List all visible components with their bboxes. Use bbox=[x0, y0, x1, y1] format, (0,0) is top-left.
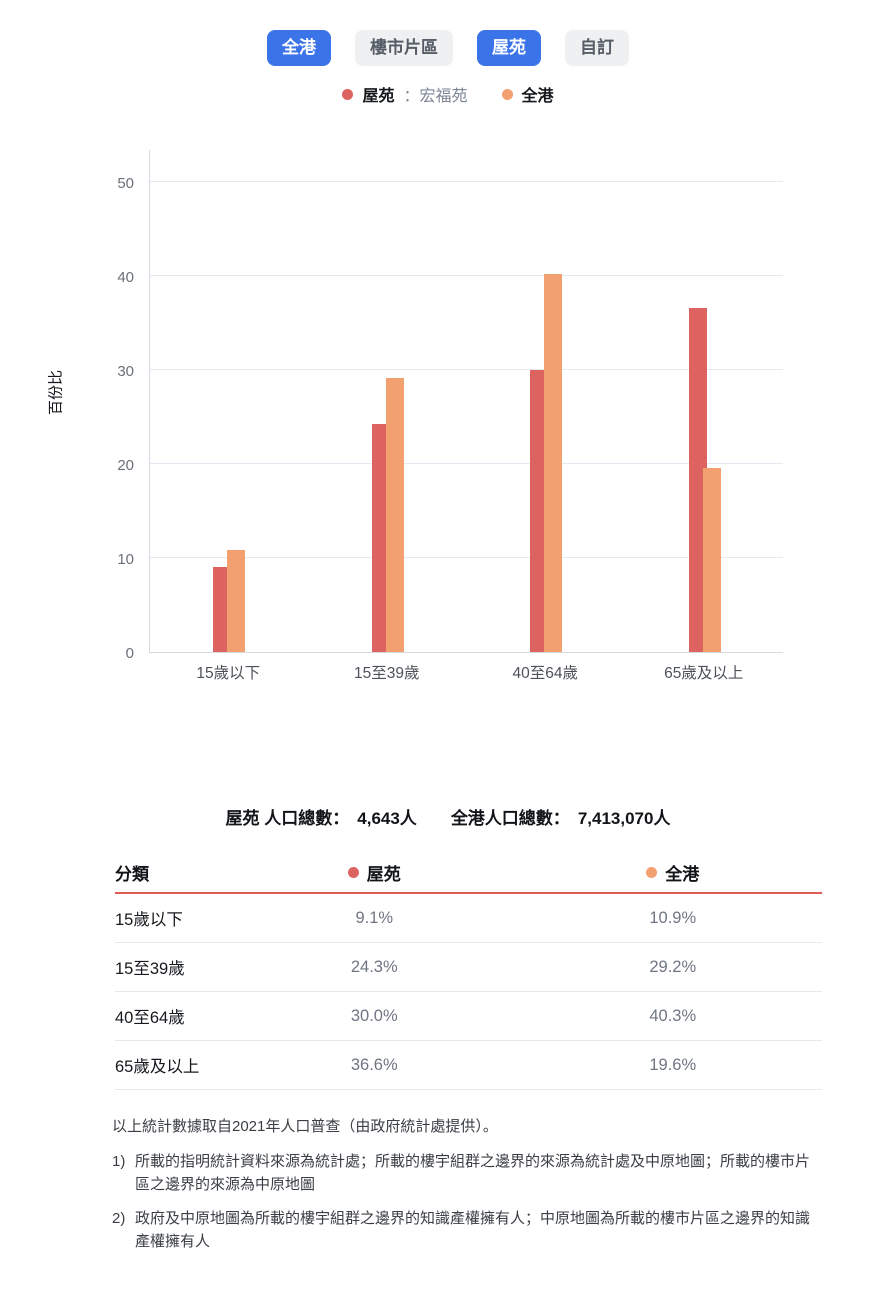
scope-tabs: 全港 樓市片區 屋苑 自訂 bbox=[0, 30, 896, 67]
y-tick-label: 20 bbox=[117, 457, 134, 475]
bar-hk-2[interactable] bbox=[544, 273, 563, 653]
gridline bbox=[150, 275, 783, 277]
gridline bbox=[150, 463, 783, 465]
estate-series-dot-icon bbox=[347, 867, 359, 879]
y-tick-label: 30 bbox=[117, 363, 134, 381]
row-category: 65歲及以上 bbox=[115, 1058, 200, 1077]
gridline bbox=[150, 557, 783, 559]
gridline bbox=[150, 181, 783, 183]
tab-estate[interactable]: 屋苑 bbox=[477, 30, 541, 67]
y-tick-label: 50 bbox=[117, 175, 134, 193]
bar-hk-1[interactable] bbox=[385, 377, 404, 653]
x-axis-label: 65歲及以上 bbox=[664, 665, 744, 683]
table-row: 15至39歲 24.3% 29.2% bbox=[115, 943, 822, 993]
table-header-row: 分類 屋苑 全港 bbox=[115, 853, 823, 895]
legend-estate-label: 屋苑 bbox=[362, 88, 395, 106]
chart-legend: 屋苑 ：宏福苑 全港 bbox=[0, 82, 896, 106]
legend-item-hk: 全港 bbox=[501, 82, 554, 106]
row-category: 15至39歲 bbox=[115, 960, 185, 979]
estate-series-dot-icon bbox=[342, 88, 354, 100]
hk-total: 全港人口總數： 7,413,070人 bbox=[451, 804, 671, 829]
header-estate-label: 屋苑 bbox=[366, 865, 401, 885]
footnote-text: 政府及中原地圖為所載的樓宇組群之邊界的知識產權擁有人；中原地圖為所載的樓市片區之… bbox=[135, 1209, 811, 1250]
y-tick-label: 10 bbox=[117, 551, 134, 569]
y-tick-label: 0 bbox=[125, 645, 134, 663]
header-hk: 全港 bbox=[524, 860, 823, 885]
footnote-2: 2) 政府及中原地圖為所載的樓宇組群之邊界的知識產權擁有人；中原地圖為所載的樓市… bbox=[112, 1207, 824, 1254]
row-estate-value: 30.0% bbox=[350, 1006, 398, 1025]
row-estate-value: 24.3% bbox=[350, 957, 398, 976]
bar-estate-2[interactable] bbox=[530, 370, 549, 653]
table-row: 15歲以下 9.1% 10.9% bbox=[115, 894, 822, 944]
y-tick-label: 40 bbox=[117, 269, 134, 287]
legend-estate-name: ：宏福苑 bbox=[403, 88, 468, 106]
y-axis-title: 百份比 bbox=[47, 370, 65, 416]
data-source-note: 以上統計數據取自2021年人口普查（由政府統計處提供）。 bbox=[112, 1118, 498, 1136]
tab-all-hongkong[interactable]: 全港 bbox=[267, 30, 331, 67]
footnotes: 以上統計數據取自2021年人口普查（由政府統計處提供）。 1) 所載的指明統計資… bbox=[112, 1116, 824, 1253]
footnote-text: 所載的指明統計資料來源為統計處；所載的樓宇組群之邊界的來源為統計處及中原地圖；所… bbox=[135, 1153, 811, 1194]
legend-hk-label: 全港 bbox=[521, 88, 554, 106]
row-hk-value: 19.6% bbox=[649, 1055, 697, 1074]
bar-estate-3[interactable] bbox=[688, 308, 707, 653]
x-axis-label: 15至39歲 bbox=[354, 665, 420, 683]
footnote-marker: 2) bbox=[112, 1209, 126, 1227]
header-category: 分類 bbox=[115, 865, 149, 885]
plot-area bbox=[149, 150, 783, 654]
estate-total-value: 4,643人 bbox=[357, 809, 417, 829]
hk-total-label: 全港人口總數： bbox=[450, 809, 570, 829]
hk-series-dot-icon bbox=[501, 88, 513, 100]
x-axis-label: 40至64歲 bbox=[512, 665, 578, 683]
row-hk-value: 29.2% bbox=[649, 957, 697, 976]
hk-total-value: 7,413,070人 bbox=[577, 809, 671, 829]
estate-total-label: 屋苑 人口總數： bbox=[225, 809, 350, 829]
bar-estate-0[interactable] bbox=[213, 566, 232, 653]
population-totals: 屋苑 人口總數： 4,643人 全港人口總數： 7,413,070人 bbox=[0, 804, 896, 829]
row-estate-value: 9.1% bbox=[355, 908, 394, 927]
table-row: 40至64歲 30.0% 40.3% bbox=[115, 992, 822, 1042]
row-hk-value: 10.9% bbox=[649, 908, 697, 927]
bar-hk-3[interactable] bbox=[702, 468, 721, 653]
legend-item-estate: 屋苑 ：宏福苑 bbox=[342, 82, 468, 106]
row-hk-value: 40.3% bbox=[649, 1006, 697, 1025]
header-estate: 屋苑 bbox=[225, 860, 524, 885]
bar-chart: 百份比 0 10 20 30 40 50 15歲以下 15至39歲 40至64歲 65歲及以上 bbox=[0, 150, 896, 690]
tab-custom[interactable]: 自訂 bbox=[565, 30, 629, 67]
header-hk-label: 全港 bbox=[665, 865, 700, 885]
x-axis-label: 15歲以下 bbox=[196, 665, 261, 683]
estate-total: 屋苑 人口總數： 4,643人 bbox=[226, 804, 417, 829]
statistics-table: 分類 屋苑 全港 15歲以下 9.1% 10.9% 15至39歲 24.3% 2… bbox=[115, 853, 823, 1091]
gridline bbox=[150, 369, 783, 371]
bar-hk-0[interactable] bbox=[227, 549, 246, 653]
footnote-1: 1) 所載的指明統計資料來源為統計處；所載的樓宇組群之邊界的來源為統計處及中原地… bbox=[112, 1150, 824, 1197]
tab-market-district[interactable]: 樓市片區 bbox=[355, 30, 453, 67]
row-category: 15歲以下 bbox=[115, 911, 183, 930]
bar-estate-1[interactable] bbox=[371, 423, 390, 653]
row-category: 40至64歲 bbox=[115, 1009, 185, 1028]
hk-series-dot-icon bbox=[646, 867, 658, 879]
footnote-marker: 1) bbox=[112, 1153, 126, 1171]
page: 全港 樓市片區 屋苑 自訂 屋苑 ：宏福苑 全港 百份比 0 10 20 30 40 50… bbox=[0, 30, 896, 1290]
table-row: 65歲及以上 36.6% 19.6% bbox=[115, 1041, 822, 1091]
row-estate-value: 36.6% bbox=[350, 1055, 398, 1074]
